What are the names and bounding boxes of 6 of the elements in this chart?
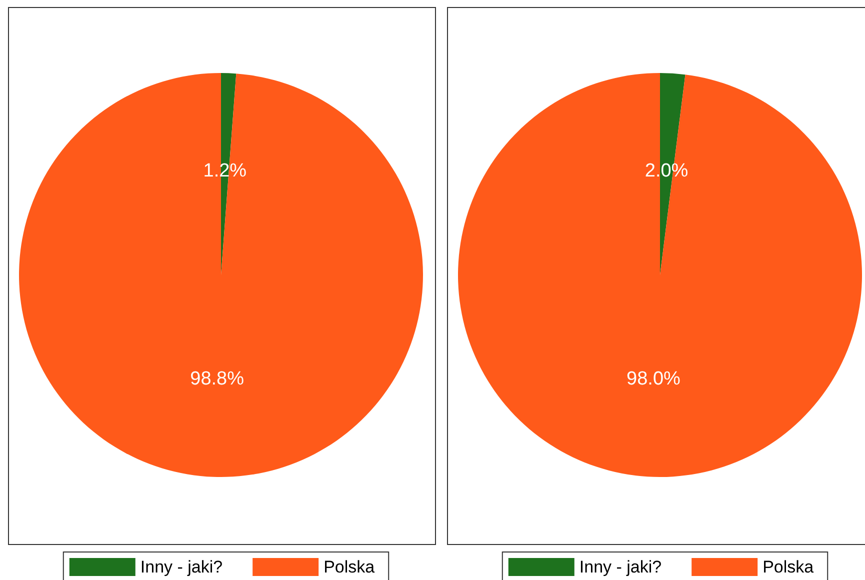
data-label: 98.8% — [190, 368, 244, 390]
legend-label: Inny - jaki? — [579, 558, 662, 576]
legend-label: Polska — [324, 558, 376, 576]
data-label: 98.0% — [626, 368, 681, 390]
legend-label: Inny - jaki? — [140, 558, 223, 576]
legend-label: Polska — [762, 558, 814, 576]
